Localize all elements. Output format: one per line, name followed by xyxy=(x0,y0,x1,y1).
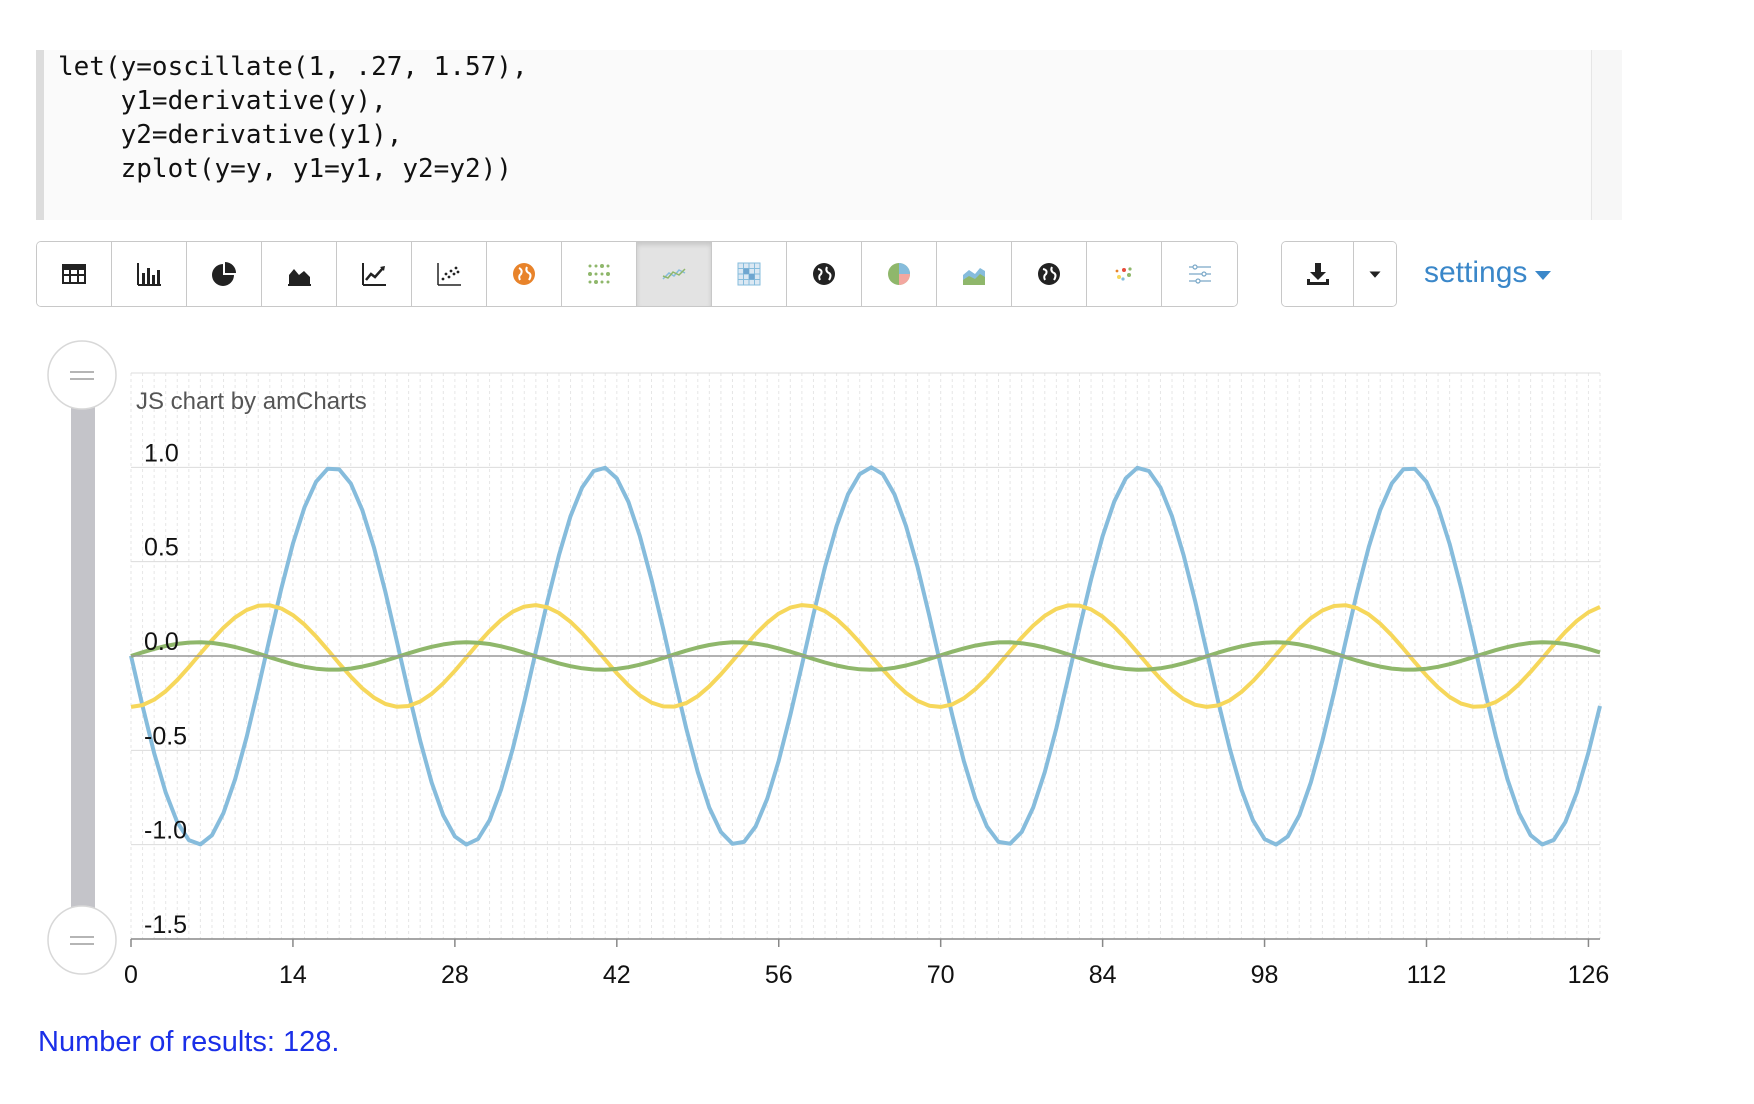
axes: 1.0 0.5 0.0 -0.5 -1.0 -1.50 14 28 42 56 70 84 98 112 1… xyxy=(124,439,1609,989)
stacked-area-button[interactable] xyxy=(937,242,1012,306)
heatmap-icon xyxy=(737,262,761,286)
bar-chart-icon xyxy=(137,263,161,286)
x-tick-label: 56 xyxy=(765,961,793,989)
download-button[interactable] xyxy=(1282,242,1354,306)
handle-circle xyxy=(47,905,117,975)
vertical-scrollbar xyxy=(47,340,117,975)
download-icon xyxy=(1306,263,1329,285)
y-tick-label: 0.0 xyxy=(144,628,179,656)
x-tick-label: 126 xyxy=(1568,961,1610,989)
series-line-y1 xyxy=(130,603,1601,709)
line-chart: 1.0 0.5 0.0 -0.5 -1.0 -1.50 14 28 42 56 70 84 98 112 1… xyxy=(47,340,1609,989)
globe-button[interactable] xyxy=(787,242,862,306)
multi-line-icon xyxy=(662,268,686,280)
code-line: let(y=oscillate(1, .27, 1.57), xyxy=(58,52,528,82)
x-tick-label: 84 xyxy=(1089,961,1117,989)
line-chart-button[interactable] xyxy=(337,242,412,306)
x-tick-label: 0 xyxy=(124,961,138,989)
line-chart-icon xyxy=(362,263,386,286)
table-icon xyxy=(62,264,86,284)
stacked-area-icon xyxy=(963,268,985,285)
code-line: y2=derivative(y1), xyxy=(58,120,403,150)
scrollbar-handle-top[interactable] xyxy=(47,340,117,410)
chart-area: 1.0 0.5 0.0 -0.5 -1.0 -1.5 0 14 28 42 56 70 84 98 112 1… xyxy=(0,330,1754,1010)
caret-down-icon xyxy=(1535,270,1552,280)
editor-scrollbar[interactable] xyxy=(1591,50,1622,220)
series-layer xyxy=(129,465,1602,847)
pie-color-icon xyxy=(888,263,910,285)
x-tick-label: 98 xyxy=(1251,961,1279,989)
scrollbar-track xyxy=(71,375,95,915)
y-tick-label: 1.0 xyxy=(144,439,179,467)
y-tick-label: -0.5 xyxy=(144,722,187,750)
area-chart-icon xyxy=(288,269,311,286)
scatter-chart-button[interactable] xyxy=(412,242,487,306)
series-line-y2 xyxy=(130,640,1601,672)
globe-dark-button[interactable] xyxy=(1012,242,1087,306)
results-count: Number of results: 128. xyxy=(38,1026,340,1058)
y-tick-label: -1.5 xyxy=(144,911,187,939)
table-button[interactable] xyxy=(37,242,112,306)
globe-dark-icon xyxy=(1038,263,1060,285)
handle-circle xyxy=(47,340,117,410)
globe-orange-icon xyxy=(513,263,535,285)
scrollbar-handle-bottom[interactable] xyxy=(47,905,117,975)
pie-color-button[interactable] xyxy=(862,242,937,306)
pie-chart-button[interactable] xyxy=(187,242,262,306)
series-line-y xyxy=(129,465,1602,847)
x-tick-label: 14 xyxy=(279,961,307,989)
colored-scatter-button[interactable] xyxy=(1087,242,1162,306)
bar-chart-button[interactable] xyxy=(112,242,187,306)
y-tick-label: 0.5 xyxy=(144,534,179,562)
x-tick-label: 112 xyxy=(1407,961,1447,989)
x-tick-label: 70 xyxy=(927,961,955,989)
sliders-button[interactable] xyxy=(1162,242,1237,306)
download-dropdown-button[interactable] xyxy=(1354,242,1396,306)
y-tick-label: -1.0 xyxy=(144,817,187,845)
dot-grid-icon xyxy=(588,264,610,284)
settings-dropdown[interactable]: settings xyxy=(1424,256,1552,290)
caret-down-icon xyxy=(1369,271,1381,278)
dot-grid-button[interactable] xyxy=(562,242,637,306)
download-group xyxy=(1281,241,1397,307)
code-line: y1=derivative(y), xyxy=(58,86,387,116)
colored-scatter-icon xyxy=(1115,267,1132,281)
globe-icon xyxy=(813,263,835,285)
x-tick-label: 28 xyxy=(441,961,469,989)
chart-credit[interactable]: JS chart by amCharts xyxy=(136,388,367,415)
scatter-chart-icon xyxy=(437,263,461,286)
heatmap-button[interactable] xyxy=(712,242,787,306)
area-chart-button[interactable] xyxy=(262,242,337,306)
geo-map-button[interactable] xyxy=(487,242,562,306)
pie-chart-icon xyxy=(212,262,236,286)
code-line: zplot(y=y, y1=y1, y2=y2)) xyxy=(58,154,512,184)
multi-line-button[interactable] xyxy=(637,242,712,306)
code-editor[interactable]: let(y=oscillate(1, .27, 1.57), y1=deriva… xyxy=(36,50,1622,220)
code-text[interactable]: let(y=oscillate(1, .27, 1.57), y1=deriva… xyxy=(44,50,1622,186)
visualization-toolbar xyxy=(36,241,1238,307)
x-tick-label: 42 xyxy=(603,961,631,989)
sliders-icon xyxy=(1188,264,1211,284)
settings-label: settings xyxy=(1424,256,1528,289)
